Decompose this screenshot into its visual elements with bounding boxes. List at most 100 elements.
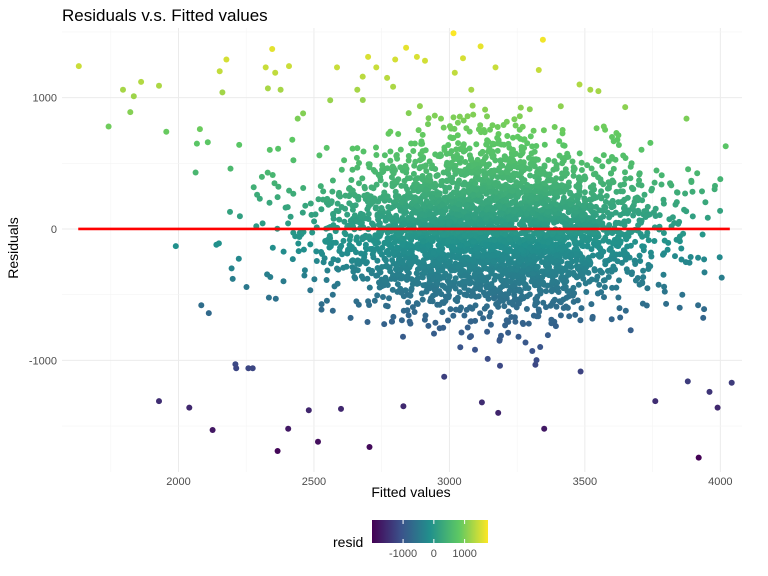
- scatter-point: [580, 202, 587, 209]
- scatter-point: [605, 238, 612, 245]
- scatter-point: [506, 235, 513, 242]
- scatter-point: [461, 232, 468, 239]
- scatter-point: [491, 167, 498, 174]
- scatter-point: [510, 134, 516, 141]
- scatter-point: [584, 162, 591, 169]
- scatter-point: [328, 198, 335, 205]
- scatter-point: [353, 298, 360, 305]
- scatter-point: [652, 205, 659, 212]
- scatter-point: [544, 332, 551, 339]
- scatter-point: [511, 291, 518, 298]
- scatter-point: [373, 181, 380, 188]
- y-tick-label: 1000: [33, 93, 57, 105]
- scatter-point: [699, 231, 706, 238]
- scatter-point: [516, 221, 523, 228]
- scatter-point: [347, 233, 354, 240]
- scatter-point: [127, 109, 134, 116]
- scatter-point: [275, 183, 282, 190]
- scatter-point: [449, 179, 456, 186]
- scatter-point: [543, 288, 550, 295]
- scatter-point: [611, 239, 618, 246]
- scatter-point: [672, 253, 678, 260]
- scatter-point: [687, 254, 694, 260]
- scatter-point: [559, 127, 566, 133]
- scatter-point: [280, 278, 287, 285]
- scatter-point: [400, 333, 406, 340]
- scatter-point: [432, 166, 439, 172]
- scatter-point: [553, 201, 560, 208]
- scatter-point: [354, 164, 361, 171]
- scatter-point: [435, 242, 442, 249]
- scatter-point: [503, 254, 510, 261]
- scatter-point: [440, 231, 447, 238]
- scatter-point: [565, 179, 572, 186]
- scatter-point: [258, 173, 265, 180]
- scatter-point: [595, 218, 602, 225]
- scatter-point: [496, 203, 503, 210]
- scatter-point: [292, 233, 299, 240]
- scatter-point: [228, 265, 235, 272]
- scatter-point: [486, 313, 493, 320]
- scatter-point: [667, 180, 674, 187]
- scatter-point: [521, 177, 528, 184]
- scatter-point: [508, 314, 515, 320]
- scatter-point: [446, 184, 453, 191]
- scatter-point: [660, 200, 667, 207]
- scatter-point: [517, 135, 524, 142]
- scatter-point: [487, 321, 494, 328]
- scatter-point: [75, 63, 82, 70]
- scatter-point: [373, 204, 379, 211]
- scatter-point: [638, 182, 645, 189]
- scatter-point: [653, 167, 660, 174]
- scatter-point: [600, 152, 607, 159]
- scatter-point: [377, 177, 384, 184]
- scatter-point: [676, 218, 683, 225]
- scatter-point: [627, 242, 634, 249]
- scatter-point: [425, 115, 432, 122]
- scatter-point: [336, 190, 343, 197]
- scatter-point: [477, 259, 484, 266]
- scatter-point: [517, 152, 524, 159]
- scatter-point: [482, 292, 489, 299]
- scatter-point: [603, 193, 610, 199]
- scatter-point: [342, 205, 349, 212]
- scatter-point: [535, 243, 542, 250]
- scatter-point: [493, 230, 500, 237]
- scatter-point: [408, 287, 415, 294]
- scatter-point: [524, 293, 531, 300]
- scatter-point: [434, 172, 441, 179]
- scatter-point: [361, 192, 368, 199]
- scatter-point: [120, 86, 126, 93]
- scatter-point: [463, 292, 470, 299]
- scatter-point: [450, 243, 457, 250]
- scatter-point: [423, 168, 430, 174]
- scatter-point: [658, 181, 665, 188]
- scatter-point: [236, 213, 243, 220]
- scatter-point: [403, 44, 410, 51]
- scatter-point: [543, 261, 550, 268]
- scatter-point: [431, 229, 438, 236]
- scatter-point: [651, 238, 658, 244]
- scatter-point: [572, 245, 579, 252]
- scatter-point: [615, 294, 622, 301]
- scatter-point: [449, 253, 456, 260]
- scatter-point: [323, 144, 330, 151]
- scatter-point: [500, 238, 507, 245]
- scatter-point: [330, 215, 337, 222]
- scatter-point: [381, 152, 388, 159]
- scatter-point: [440, 283, 447, 290]
- scatter-point: [426, 172, 433, 179]
- scatter-point: [399, 241, 406, 248]
- scatter-point: [482, 233, 489, 240]
- scatter-point: [608, 316, 615, 323]
- scatter-point: [405, 214, 412, 221]
- scatter-point: [648, 253, 655, 260]
- scatter-point: [538, 259, 545, 265]
- scatter-point: [501, 303, 508, 310]
- scatter-point: [311, 276, 318, 283]
- scatter-point: [366, 302, 373, 308]
- scatter-point: [458, 247, 464, 254]
- scatter-point: [266, 199, 273, 206]
- scatter-point: [536, 230, 543, 237]
- scatter-point: [564, 288, 571, 294]
